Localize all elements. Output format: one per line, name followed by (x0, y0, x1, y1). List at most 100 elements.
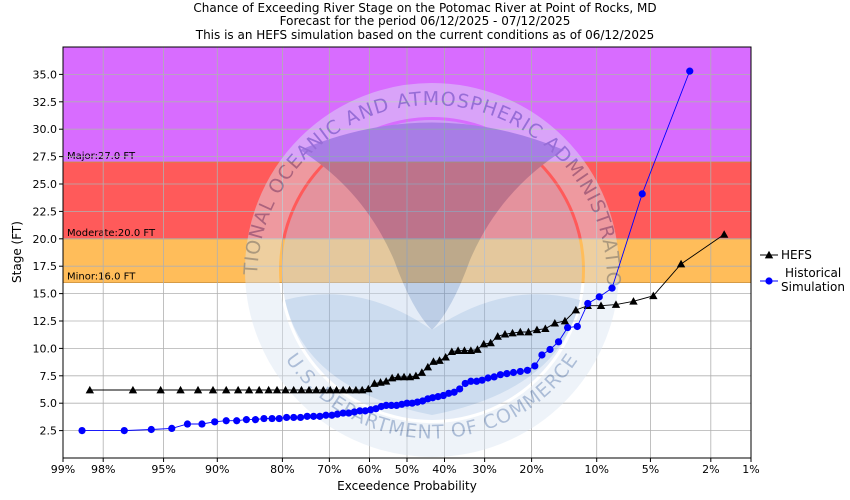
point-historical-simulation (316, 412, 324, 420)
point-hefs (312, 385, 321, 394)
point-hefs (297, 385, 306, 394)
point-historical-simulation (350, 408, 358, 416)
legend-label-historical-line1: Historical (785, 266, 841, 280)
point-historical-simulation (282, 413, 291, 422)
x-tick-label: 70% (317, 463, 341, 476)
point-hefs (387, 373, 397, 382)
y-tick-label: 2.5 (40, 425, 58, 438)
point-hefs (423, 362, 433, 371)
series-hefs (85, 230, 729, 394)
x-tick-label: 90% (205, 463, 229, 476)
x-tick-label: 5% (642, 463, 659, 476)
point-historical-simulation (573, 322, 581, 331)
x-tick-label: 50% (395, 463, 419, 476)
series-historical-simulation (78, 67, 694, 435)
point-hefs (405, 372, 415, 381)
x-tick-label: 20% (519, 463, 543, 476)
flood-band-label-moderate: Moderate:20.0 FT (67, 228, 156, 239)
point-hefs (508, 328, 517, 337)
point-historical-simulation (473, 377, 481, 385)
y-tick-label: 22.5 (33, 205, 58, 218)
point-hefs (611, 300, 621, 308)
point-historical-simulation (275, 414, 283, 423)
point-historical-simulation (233, 417, 241, 425)
point-historical-simulation (523, 366, 532, 374)
point-hefs (393, 372, 403, 381)
point-hefs (460, 346, 469, 354)
point-hefs (629, 297, 638, 305)
point-historical-simulation (183, 420, 192, 428)
chart-subtitle-simulation: This is an HEFS simulation based on the … (195, 28, 655, 42)
x-tick-label: 60% (357, 463, 381, 476)
point-hefs (649, 291, 658, 300)
x-tick-label: 30% (472, 463, 496, 476)
x-tick-label: 40% (432, 463, 456, 476)
point-historical-simulation (554, 338, 563, 346)
point-historical-simulation (439, 391, 447, 400)
point-historical-simulation (147, 425, 155, 434)
point-hefs (332, 385, 341, 394)
noaa-logo: NATIONAL OCEANIC AND ATMOSPHERIC ADMINIS… (0, 0, 623, 457)
point-hefs (435, 356, 444, 364)
point-historical-simulation (339, 409, 347, 417)
point-historical-simulation (345, 409, 353, 417)
point-hefs (345, 385, 354, 394)
point-hefs (370, 379, 379, 387)
point-hefs (473, 345, 482, 353)
point-hefs (596, 301, 606, 310)
noaa-logo-ring (245, 83, 619, 457)
point-historical-simulation (222, 417, 230, 425)
point-historical-simulation (78, 427, 86, 435)
point-hefs (281, 385, 290, 394)
point-hefs (244, 385, 254, 394)
point-historical-simulation (309, 412, 318, 420)
point-historical-simulation (686, 67, 694, 75)
point-hefs (264, 385, 273, 394)
y-tick-label: 17.5 (33, 260, 58, 273)
point-historical-simulation (608, 284, 616, 292)
noaa-logo-bird (300, 122, 564, 330)
point-historical-simulation (361, 407, 369, 415)
point-historical-simulation (356, 407, 364, 415)
point-hefs (479, 339, 488, 348)
point-hefs (222, 385, 231, 394)
point-hefs (486, 338, 495, 347)
chart-title-line: Chance of Exceeding River Stage on the P… (193, 1, 656, 15)
point-historical-simulation (450, 388, 458, 396)
point-hefs (500, 329, 510, 338)
point-hefs (272, 385, 282, 394)
point-historical-simulation (290, 413, 298, 422)
x-axis-label: Exceedence Probability (337, 479, 477, 493)
point-historical-simulation (367, 406, 375, 414)
point-hefs (304, 385, 314, 394)
point-historical-simulation (120, 427, 128, 435)
y-tick-label: 20.0 (33, 233, 58, 246)
point-hefs (326, 385, 335, 394)
point-historical-simulation (467, 377, 475, 385)
point-hefs (453, 346, 463, 354)
point-historical-simulation (478, 376, 486, 384)
point-hefs (364, 384, 373, 393)
point-historical-simulation (168, 424, 176, 433)
point-hefs (399, 372, 409, 381)
y-tick-label: 12.5 (33, 315, 58, 328)
point-historical-simulation (434, 393, 442, 401)
point-hefs (411, 371, 421, 380)
point-hefs (156, 385, 165, 394)
chart-title: Chance of Exceeding River Stage on the P… (193, 1, 656, 42)
y-axis-label: Stage (FT) (10, 221, 24, 283)
point-hefs (128, 385, 138, 394)
point-historical-simulation (403, 399, 411, 407)
point-hefs (676, 259, 686, 268)
x-tick-label: 99% (51, 463, 75, 476)
y-tick-label: 7.5 (40, 370, 58, 383)
point-historical-simulation (546, 345, 554, 354)
point-historical-simulation (496, 371, 505, 379)
point-hefs (429, 357, 438, 365)
flood-band-label-minor: Minor:16.0 FT (67, 272, 136, 283)
point-historical-simulation (531, 362, 539, 370)
point-historical-simulation (584, 299, 592, 308)
point-hefs (493, 332, 502, 340)
point-hefs (351, 385, 361, 394)
